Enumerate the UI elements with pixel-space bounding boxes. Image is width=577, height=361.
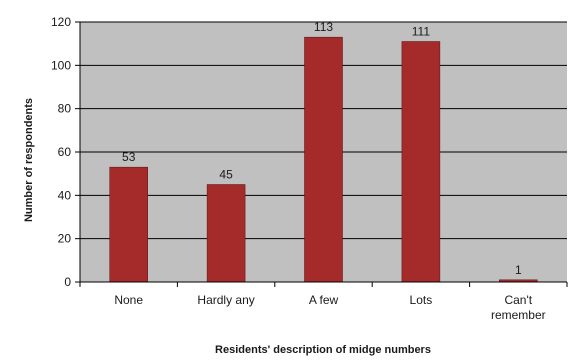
y-tick-label-0: 0 [64, 275, 71, 289]
y-tick-label-3: 60 [58, 145, 72, 159]
x-tick-label-4-0: Can't [504, 293, 532, 307]
bar-1 [206, 184, 246, 283]
y-tick-label-4: 80 [58, 102, 72, 116]
x-tick-label-4-1: remember [491, 308, 546, 322]
bar-3 [401, 41, 441, 283]
bar-0 [109, 166, 148, 283]
y-tick-label-1: 20 [58, 232, 72, 246]
y-tick-label-6: 120 [51, 15, 71, 29]
data-label-4: 1 [515, 263, 522, 277]
x-tick-label-1: Hardly any [197, 293, 254, 307]
x-tick-label-0: None [114, 293, 143, 307]
y-axis-title: Number of respondents [23, 98, 35, 222]
labels: Number of respondents Residents' descrip… [23, 98, 431, 356]
data-label-0: 53 [122, 150, 136, 164]
data-label-2: 113 [314, 20, 333, 34]
x-tick-label-3: Lots [410, 293, 433, 307]
data-label-3: 111 [412, 25, 431, 39]
bar-2 [304, 36, 343, 283]
x-axis-title: Residents' description of midge numbers [215, 344, 431, 356]
x-tick-label-2: A few [309, 293, 339, 307]
y-tick-label-5: 100 [51, 58, 71, 72]
y-tick-label-2: 40 [58, 188, 72, 202]
data-label-1: 45 [219, 168, 233, 182]
